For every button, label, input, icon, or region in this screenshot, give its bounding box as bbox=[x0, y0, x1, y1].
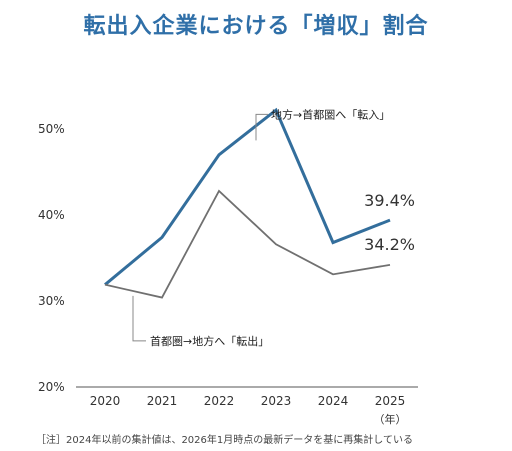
chart-title: 転出入企業における「増収」割合 bbox=[83, 14, 429, 39]
x-tick-label: 2025 bbox=[375, 394, 406, 408]
y-tick-label: 40% bbox=[38, 208, 65, 222]
series-1-leader-line bbox=[255, 113, 268, 141]
chart-note: ［注］2024年以前の集計値は、2026年1月時点の最新データを基に再集計してい… bbox=[36, 435, 413, 446]
x-tick-label: 2020 bbox=[90, 394, 121, 408]
series-2-label: 首都圏→地方へ「転出」 bbox=[150, 334, 269, 348]
x-tick-label: 2021 bbox=[147, 394, 178, 408]
x-tick-label: 2023 bbox=[261, 394, 292, 408]
x-tick-label: 2024 bbox=[318, 394, 349, 408]
series-line-1 bbox=[104, 107, 391, 286]
data-label-series-1: 39.4% bbox=[364, 191, 415, 210]
series-line-2 bbox=[104, 189, 391, 299]
data-label-series-2: 34.2% bbox=[364, 235, 415, 254]
x-tick-label: 2022 bbox=[204, 394, 235, 408]
x-axis-unit: （年） bbox=[374, 412, 407, 426]
y-tick-label: 50% bbox=[38, 122, 65, 136]
y-tick-label: 30% bbox=[38, 294, 65, 308]
y-tick-label: 20% bbox=[38, 380, 65, 394]
series-1-label: 地方→首都圏へ「転入」 bbox=[271, 107, 390, 121]
series-2-leader-line bbox=[132, 295, 146, 342]
